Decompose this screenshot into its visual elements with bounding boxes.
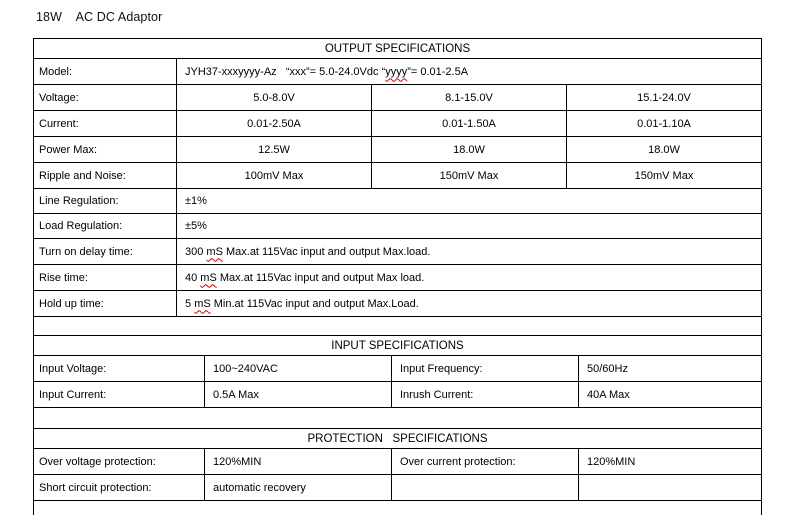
row-rise-time: Rise time: 40 mS Max.at 115Vac input and… [34,265,761,291]
over-voltage-protection-value: 120%MIN [205,449,392,474]
voltage-range-2: 8.1-15.0V [372,85,567,110]
section-header-protection-label: PROTECTION SPECIFICATIONS [307,432,488,445]
turn-on-delay-value: 300 mS Max.at 115Vac input and output Ma… [177,239,761,264]
row-load-regulation: Load Regulation: ±5% [34,214,761,239]
over-current-protection-label: Over current protection: [392,449,579,474]
turn-on-delay-label: Turn on delay time: [34,239,177,264]
inrush-current-label: Inrush Current: [392,382,579,407]
inrush-current-value: 40A Max [587,388,630,401]
row-short-circuit-protection: Short circuit protection: automatic reco… [34,475,761,501]
turn-on-delay-pre: 300 [185,245,207,258]
spec-table: OUTPUT SPECIFICATIONS Model: JYH37-xxxyy… [33,38,762,515]
separator-row [34,408,761,429]
row-over-voltage-protection: Over voltage protection: 120%MIN Over cu… [34,449,761,475]
power-max-label: Power Max: [34,137,177,162]
power-max-3: 18.0W [648,143,680,156]
rise-time-squiggle: mS [200,271,217,284]
ripple-noise-2: 150mV Max [372,163,567,188]
input-frequency-label: Input Frequency: [392,356,579,381]
protection-empty-cell [392,475,579,500]
model-value-post: ”= 0.01-2.5A [407,65,469,78]
ripple-noise-label: Ripple and Noise: [34,163,177,188]
current-range-1: 0.01-2.50A [177,111,372,136]
turn-on-delay-squiggle: mS [206,245,223,258]
section-header-output: OUTPUT SPECIFICATIONS [34,39,761,59]
row-power-max: Power Max: 12.5W 18.0W 18.0W [34,137,761,163]
over-voltage-protection-label: Over voltage protection: [34,449,205,474]
hold-up-time-value: 5 mS Min.at 115Vac input and output Max.… [177,291,761,316]
current-range-2: 0.01-1.50A [372,111,567,136]
row-model: Model: JYH37-xxxyyyy-Az “xxx”= 5.0-24.0V… [34,59,761,85]
input-frequency-value: 50/60Hz [587,362,628,375]
short-circuit-protection-value: automatic recovery [205,475,392,500]
separator-row [34,317,761,336]
current-label: Current: [34,111,177,136]
table-tail-row [34,501,761,515]
input-current-label: Input Current: [34,382,205,407]
model-value-pre: JYH37-xxxyyyy-Az “xxx”= 5.0-24.0Vdc “ [185,65,386,78]
model-label: Model: [34,59,177,84]
hold-up-time-pre: 5 [185,297,195,310]
ripple-noise-1: 100mV Max [177,163,372,188]
page-title: 18W AC DC Adaptor [36,10,163,24]
load-regulation-label: Load Regulation: [34,214,177,238]
row-hold-up-time: Hold up time: 5 mS Min.at 115Vac input a… [34,291,761,317]
hold-up-time-squiggle: mS [194,297,211,310]
rise-time-label: Rise time: [34,265,177,290]
input-voltage-value: 100~240VAC [205,356,392,381]
protection-empty-cell [579,475,761,500]
section-header-input-label: INPUT SPECIFICATIONS [331,339,464,352]
line-regulation-label: Line Regulation: [34,189,177,213]
voltage-range-1: 5.0-8.0V [177,85,372,110]
rise-time-post: Max.at 115Vac input and output Max load. [216,271,425,284]
over-current-protection-value: 120%MIN [587,455,636,468]
turn-on-delay-post: Max.at 115Vac input and output Max.load. [222,245,431,258]
power-max-1: 12.5W [177,137,372,162]
model-value-squiggle: yyyy [385,65,408,78]
row-input-current: Input Current: 0.5A Max Inrush Current: … [34,382,761,408]
hold-up-time-post: Min.at 115Vac input and output Max.Load. [210,297,419,310]
row-line-regulation: Line Regulation: ±1% [34,189,761,214]
rise-time-pre: 40 [185,271,201,284]
row-turn-on-delay: Turn on delay time: 300 mS Max.at 115Vac… [34,239,761,265]
ripple-noise-3: 150mV Max [634,169,694,182]
rise-time-value: 40 mS Max.at 115Vac input and output Max… [177,265,761,290]
row-current: Current: 0.01-2.50A 0.01-1.50A 0.01-1.10… [34,111,761,137]
model-value: JYH37-xxxyyyy-Az “xxx”= 5.0-24.0Vdc “yyy… [177,59,761,84]
short-circuit-protection-label: Short circuit protection: [34,475,205,500]
input-voltage-label: Input Voltage: [34,356,205,381]
voltage-label: Voltage: [34,85,177,110]
current-range-3: 0.01-1.10A [637,117,691,130]
row-voltage: Voltage: 5.0-8.0V 8.1-15.0V 15.1-24.0V [34,85,761,111]
power-max-2: 18.0W [372,137,567,162]
section-header-input: INPUT SPECIFICATIONS [34,336,761,356]
voltage-range-3: 15.1-24.0V [637,91,691,104]
load-regulation-value: ±5% [185,220,207,232]
line-regulation-value: ±1% [185,195,207,207]
row-input-voltage: Input Voltage: 100~240VAC Input Frequenc… [34,356,761,382]
row-ripple-noise: Ripple and Noise: 100mV Max 150mV Max 15… [34,163,761,189]
section-header-protection: PROTECTION SPECIFICATIONS [34,429,761,449]
input-current-value: 0.5A Max [205,382,392,407]
hold-up-time-label: Hold up time: [34,291,177,316]
section-header-output-label: OUTPUT SPECIFICATIONS [324,42,471,55]
